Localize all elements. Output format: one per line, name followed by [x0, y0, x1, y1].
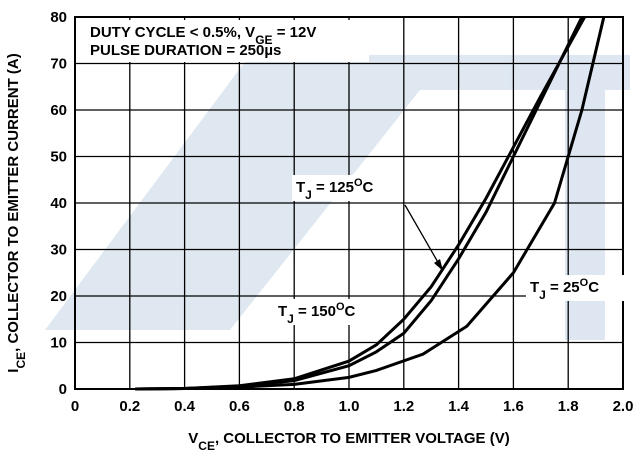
series-label: TJ = 25OC: [530, 277, 599, 302]
series-line: [135, 16, 606, 391]
text-part: CE: [198, 439, 215, 451]
x-tick-label: 0.6: [229, 398, 250, 415]
text-part: J: [287, 312, 294, 326]
y-tick-label: 60: [50, 102, 67, 119]
text-part: = 12V: [273, 24, 317, 41]
x-tick-label: 0.4: [174, 398, 196, 415]
y-tick-label: 20: [50, 288, 67, 305]
y-tick-label: 70: [50, 56, 67, 73]
text-part: C: [588, 279, 599, 296]
annotation-arrow: [404, 204, 444, 272]
x-tick-label: 0.8: [284, 398, 305, 415]
label-background: [292, 175, 392, 201]
x-tick-label: 1.0: [339, 398, 360, 415]
text-part: T: [296, 179, 305, 196]
y-axis-label: ICE, COLLECTOR TO EMITTER CURRENT (A): [5, 53, 28, 372]
text-part: V: [188, 430, 198, 447]
text-part: = 150: [294, 303, 336, 320]
text-part: T: [278, 303, 287, 320]
text-part: I: [5, 369, 22, 373]
x-tick-label: 0.2: [119, 398, 140, 415]
text-part: CE: [14, 352, 28, 369]
text-part: T: [530, 279, 539, 296]
x-tick-label: 1.2: [393, 398, 414, 415]
x-tick-label: 1.6: [503, 398, 524, 415]
label-background: [526, 275, 626, 301]
text-part: O: [354, 177, 363, 189]
x-tick-label: 1.4: [448, 398, 470, 415]
text-part: DUTY CYCLE < 0.5%, V: [90, 24, 255, 41]
text-part: PULSE DURATION = 250µs: [90, 42, 281, 59]
x-tick-label: 2.0: [613, 398, 634, 415]
y-tick-label: 10: [50, 335, 67, 352]
annotation: DUTY CYCLE < 0.5%, VGE = 12V: [90, 24, 316, 47]
y-tick-label: 0: [59, 381, 67, 398]
text-part: = 25: [546, 279, 580, 296]
text-part: , COLLECTOR TO EMITTER CURRENT (A): [5, 53, 22, 352]
y-tick-label: 50: [50, 149, 67, 166]
y-tick-label: 80: [50, 9, 67, 26]
y-tick-label: 40: [50, 195, 67, 212]
y-tick-label: 30: [50, 242, 67, 259]
x-tick-label: 0: [71, 398, 79, 415]
text-part: J: [305, 188, 312, 202]
text-part: J: [539, 288, 546, 302]
label-background: [274, 299, 374, 325]
annotation-background: [79, 20, 369, 62]
x-tick-label: 1.8: [558, 398, 579, 415]
arrow-head: [434, 259, 443, 271]
series-label: TJ = 125OC: [296, 177, 374, 202]
text-part: GE: [255, 33, 272, 47]
annotation: PULSE DURATION = 250µs: [90, 42, 281, 59]
text-part: O: [336, 301, 345, 313]
x-axis-label: VCE, COLLECTOR TO EMITTER VOLTAGE (V): [188, 430, 509, 451]
series-label: TJ = 150OC: [278, 301, 356, 326]
text-part: , COLLECTOR TO EMITTER VOLTAGE (V): [215, 430, 510, 447]
text-part: C: [345, 303, 356, 320]
text-part: = 125: [312, 179, 354, 196]
text-part: C: [363, 179, 374, 196]
text-part: O: [580, 277, 589, 289]
